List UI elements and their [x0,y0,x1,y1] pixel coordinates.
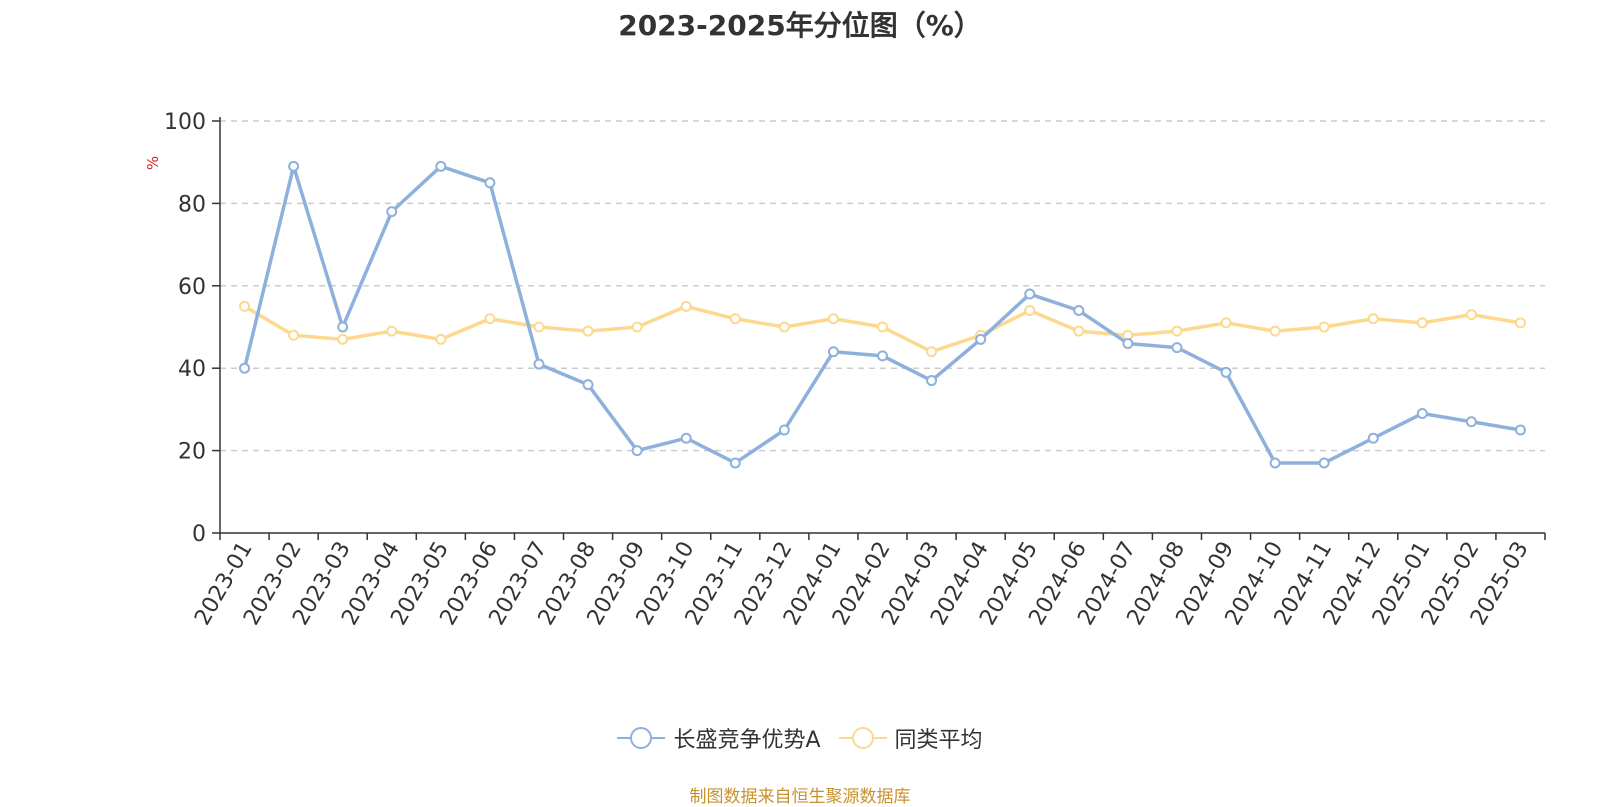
data-point-series-2 [1514,317,1526,329]
data-point-series-1 [680,432,692,444]
data-point-series-2 [435,333,447,345]
data-point-series-2 [533,321,545,333]
data-point-series-1 [729,457,741,469]
data-point-series-1 [1367,432,1379,444]
data-point-series-1 [975,333,987,345]
data-point-series-2 [1073,325,1085,337]
legend-label-series-1: 长盛竞争优势A [673,728,821,753]
grid-lines [220,120,1545,452]
data-point-series-1 [1220,366,1232,378]
data-point-series-1 [1465,416,1477,428]
legend-marker-series-2-icon [838,727,887,749]
data-point-series-1 [533,358,545,370]
data-point-series-2 [1318,321,1330,333]
data-point-series-1 [1171,342,1183,354]
y-tick-label: 20 [178,440,206,465]
data-point-series-1 [926,375,938,387]
data-point-series-2 [1465,309,1477,321]
legend-item-series-2[interactable]: 同类平均 [838,722,983,754]
y-tick-label: 0 [192,522,206,547]
y-tick-label: 80 [178,192,206,217]
data-point-series-1 [386,206,398,218]
data-point-series-2 [1416,317,1428,329]
legend-label-series-2: 同类平均 [894,728,983,753]
data-point-series-1 [582,379,594,391]
axes: 0204060801002023-012023-022023-032023-04… [164,110,1546,630]
data-point-series-2 [631,321,643,333]
source-note: 制图数据来自恒生聚源数据库 [689,787,911,807]
data-point-series-2 [1171,325,1183,337]
legend-item-series-1[interactable]: 长盛竞争优势A [617,722,821,754]
data-point-series-1 [631,445,643,457]
data-point-series-2 [337,333,349,345]
data-point-series-1 [337,321,349,333]
series-line-1 [242,164,1521,465]
data-point-series-1 [1318,457,1330,469]
data-point-series-2 [1220,317,1232,329]
data-point-series-2 [484,313,496,325]
y-tick-label: 40 [178,357,206,382]
data-point-series-2 [877,321,888,333]
data-point-series-2 [680,300,692,312]
series-lines [239,160,1526,469]
data-point-series-1 [1269,457,1281,469]
data-point-series-2 [239,300,251,312]
data-point-series-1 [288,160,300,172]
data-point-series-2 [582,325,594,337]
data-point-series-1 [877,350,888,362]
data-point-series-1 [778,424,790,436]
data-point-series-2 [778,321,790,333]
data-point-series-1 [435,160,447,172]
data-point-series-2 [288,329,300,341]
data-point-series-2 [1367,313,1379,325]
data-point-series-1 [827,346,839,358]
y-tick-label: 60 [178,275,206,300]
data-point-series-2 [1269,325,1281,337]
data-point-series-1 [239,362,251,374]
data-point-series-1 [484,177,496,189]
data-point-series-2 [729,313,741,325]
data-point-series-1 [1024,288,1036,300]
data-point-series-2 [1024,305,1036,317]
legend-marker-series-1-icon [617,727,666,749]
y-axis-unit-label: % [144,156,162,170]
data-point-series-2 [827,313,839,325]
y-tick-label: 100 [164,110,206,135]
data-point-series-2 [926,346,938,358]
legend: 长盛竞争优势A 同类平均 [0,722,1600,754]
data-point-series-1 [1073,305,1085,317]
data-point-series-1 [1416,408,1428,420]
data-point-series-1 [1514,424,1526,436]
data-point-series-2 [386,325,398,337]
chart-title: 2023-2025年分位图（%） [618,9,982,42]
data-point-series-1 [1122,337,1134,349]
